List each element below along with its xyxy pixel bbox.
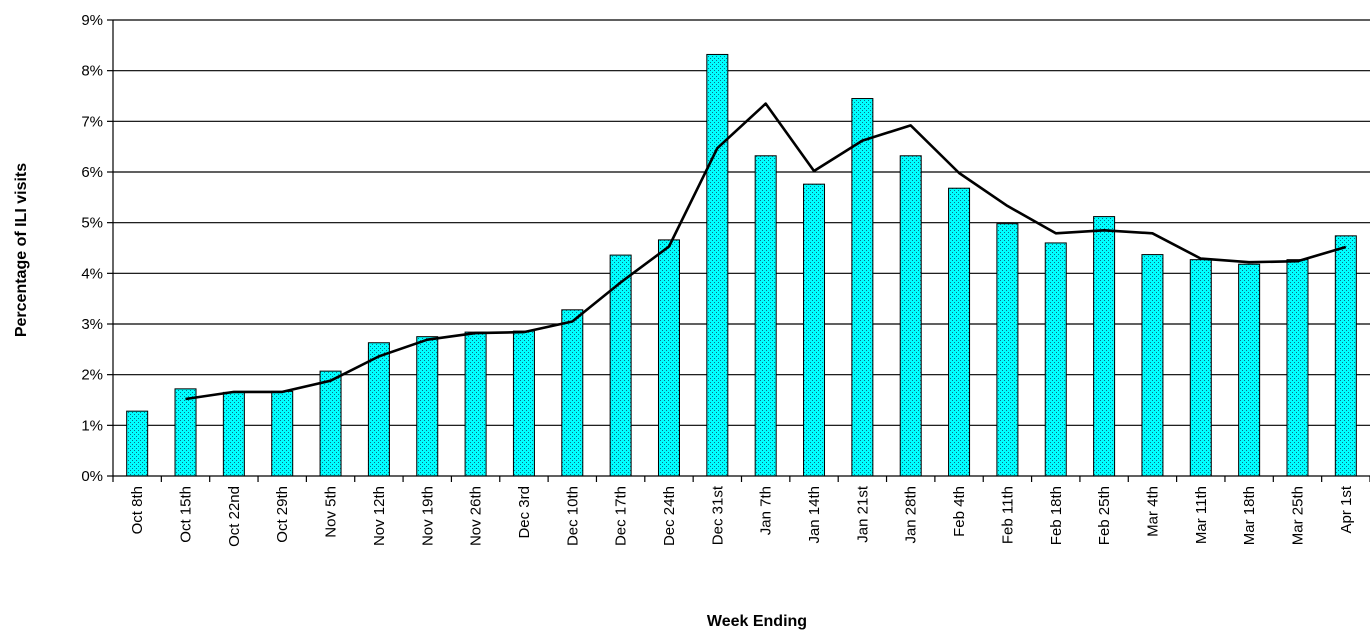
bar-24 [1286, 259, 1309, 477]
x-tick-label: Feb 4th [951, 486, 968, 537]
x-tick-label: Apr 1st [1338, 485, 1355, 533]
x-tick-label: Dec 31st [709, 485, 726, 545]
y-tick-label: 5% [81, 215, 103, 232]
line-series [185, 102, 1347, 401]
bar-5 [367, 342, 390, 477]
bar-13 [754, 155, 777, 477]
bar-21 [1141, 254, 1164, 477]
y-tick-label: 6% [81, 164, 103, 181]
bar-3 [271, 390, 294, 477]
bar-8 [512, 330, 535, 477]
x-tick-label: Oct 8th [129, 486, 146, 534]
bar-22 [1189, 259, 1212, 477]
bar-9 [561, 309, 584, 477]
y-tick-label: 9% [81, 12, 103, 29]
y-tick-label: 3% [81, 316, 103, 333]
x-tick-label: Dec 3rd [516, 486, 533, 539]
grid-lines [113, 19, 1370, 426]
bar-20 [1093, 216, 1116, 477]
bar-15 [851, 98, 874, 477]
y-tick-labels: 0% 1% 2% 3% 4% 5% 6% 7% 8% 9% [81, 12, 103, 485]
bar-14 [803, 183, 826, 477]
bar-6 [416, 336, 439, 477]
bar-series [126, 53, 1357, 477]
bar-17 [948, 187, 971, 477]
bar-25 [1334, 235, 1357, 477]
bar-11 [657, 239, 680, 477]
x-axis-title: Week Ending [707, 613, 807, 630]
y-tick-label: 2% [81, 367, 103, 384]
x-tick-label: Dec 17th [613, 486, 630, 546]
y-axis-title: Percentage of ILI visits [13, 163, 30, 337]
bar-23 [1238, 263, 1261, 477]
x-tick-label: Jan 14th [806, 486, 823, 544]
bar-0 [126, 410, 149, 477]
x-tick-label: Jan 28th [903, 486, 920, 544]
bar-7 [464, 331, 487, 477]
y-tick-label: 1% [81, 417, 103, 434]
x-tick-label: Oct 29th [274, 486, 291, 543]
axes [107, 19, 1370, 482]
x-tick-label: Nov 5th [323, 486, 340, 538]
bar-2 [222, 391, 245, 477]
y-tick-label: 4% [81, 265, 103, 282]
bar-18 [996, 223, 1019, 477]
x-tick-label: Feb 25th [1096, 486, 1113, 545]
x-tick-label: Oct 22nd [226, 486, 243, 547]
x-tick-label: Jan 7th [758, 486, 775, 535]
y-tick-label: 7% [81, 113, 103, 130]
bar-19 [1044, 242, 1067, 477]
trend-line [185, 102, 1347, 401]
x-tick-label: Nov 12th [371, 486, 388, 546]
x-tick-label: Mar 25th [1290, 486, 1307, 545]
x-tick-label: Nov 19th [419, 486, 436, 546]
bar-4 [319, 370, 342, 477]
bar-1 [174, 388, 197, 477]
x-tick-label: Mar 4th [1144, 486, 1161, 537]
x-tick-label: Mar 11th [1193, 486, 1210, 544]
x-tick-label: Nov 26th [468, 486, 485, 546]
x-tick-label: Dec 24th [661, 486, 678, 546]
x-tick-label: Jan 21st [854, 485, 871, 543]
bar-12 [706, 53, 729, 477]
y-tick-label: 8% [81, 63, 103, 80]
x-tick-label: Mar 18th [1241, 486, 1258, 545]
x-tick-label: Oct 15th [178, 486, 195, 543]
y-tick-label: 0% [81, 468, 103, 485]
x-tick-labels: Oct 8th Oct 15th Oct 22nd Oct 29th Nov 5th No… [129, 485, 1355, 547]
x-tick-label: Dec 10th [564, 486, 581, 546]
x-tick-label: Feb 18th [1048, 486, 1065, 545]
x-tick-label: Feb 11th [999, 486, 1016, 544]
bar-16 [899, 155, 922, 477]
